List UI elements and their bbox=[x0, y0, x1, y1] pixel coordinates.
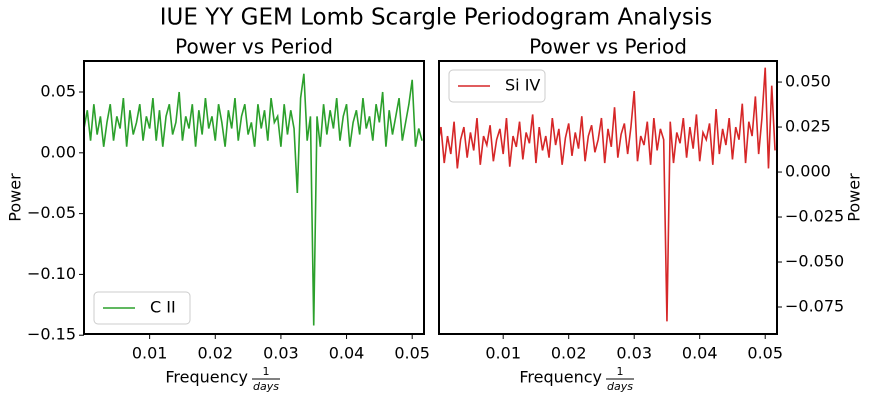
axes-frame bbox=[438, 60, 778, 335]
x-tick-label: 0.02 bbox=[197, 344, 233, 363]
figure-title: IUE YY GEM Lomb Scargle Periodogram Anal… bbox=[160, 5, 712, 31]
y-tick-label: −0.050 bbox=[785, 252, 844, 271]
x-tick-label: 0.05 bbox=[394, 344, 430, 363]
legend-box bbox=[93, 291, 191, 325]
data-line bbox=[84, 73, 423, 326]
x-tick-label: 0.05 bbox=[747, 344, 783, 363]
x-axis-label: Frequency bbox=[519, 368, 602, 387]
x-tick-label: 0.01 bbox=[485, 344, 521, 363]
y-tick-label: 0.025 bbox=[785, 117, 831, 136]
y-tick-label: −0.15 bbox=[27, 325, 76, 344]
x-label-numerator: 1 bbox=[263, 365, 270, 378]
axes-frame bbox=[83, 60, 425, 335]
legend-label: Si IV bbox=[505, 76, 540, 95]
legend-label: C II bbox=[150, 298, 176, 317]
data-line bbox=[439, 67, 776, 322]
x-tick-label: 0.03 bbox=[616, 344, 652, 363]
y-axis-label: Power bbox=[845, 173, 864, 222]
y-axis-label: Power bbox=[6, 173, 25, 222]
x-tick-label: 0.04 bbox=[329, 344, 365, 363]
legend-box bbox=[448, 69, 546, 103]
legend: Si IV bbox=[448, 69, 546, 103]
y-tick-label: 0.000 bbox=[785, 162, 831, 181]
x-axis-label: Frequency bbox=[165, 368, 248, 387]
panel-title: Power vs Period bbox=[175, 35, 333, 59]
y-tick-label: −0.075 bbox=[785, 297, 844, 316]
y-tick-label: 0.050 bbox=[785, 72, 831, 91]
x-tick-label: 0.04 bbox=[682, 344, 718, 363]
x-tick-label: 0.03 bbox=[263, 344, 299, 363]
y-tick-label: −0.05 bbox=[27, 203, 76, 222]
y-tick-label: 0.05 bbox=[40, 82, 76, 101]
y-tick-label: 0.00 bbox=[40, 142, 76, 161]
panel-title: Power vs Period bbox=[529, 35, 687, 59]
x-label-denominator: days bbox=[607, 380, 633, 393]
legend: C II bbox=[93, 291, 191, 325]
x-label-denominator: days bbox=[253, 380, 279, 393]
x-label-numerator: 1 bbox=[617, 365, 624, 378]
x-tick-label: 0.02 bbox=[551, 344, 587, 363]
y-tick-label: −0.025 bbox=[785, 207, 844, 226]
y-tick-label: −0.10 bbox=[27, 264, 76, 283]
x-tick-label: 0.01 bbox=[132, 344, 168, 363]
